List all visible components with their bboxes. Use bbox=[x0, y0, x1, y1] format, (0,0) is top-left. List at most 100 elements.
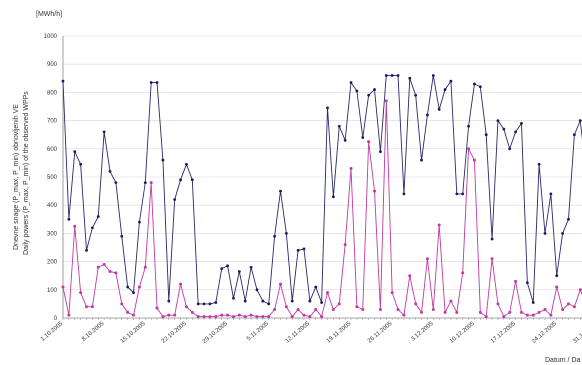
data-point-min bbox=[490, 257, 494, 261]
x-tick-label: 1.10.2005 bbox=[40, 321, 65, 343]
data-point-min bbox=[167, 313, 171, 317]
data-point-min bbox=[420, 310, 424, 314]
data-point-max bbox=[108, 169, 112, 173]
data-point-max bbox=[179, 178, 182, 182]
y-tick-label: 0 bbox=[54, 316, 58, 322]
data-point-max bbox=[302, 247, 306, 251]
data-point-min bbox=[114, 271, 118, 275]
data-point-min bbox=[96, 265, 100, 269]
data-point-max bbox=[273, 234, 276, 238]
data-point-min bbox=[514, 279, 518, 283]
data-point-max bbox=[261, 299, 265, 303]
data-point-max bbox=[167, 299, 171, 303]
data-point-min bbox=[508, 310, 512, 314]
data-point-max bbox=[314, 285, 318, 289]
x-tick-label: 10.12.2005 bbox=[449, 321, 476, 345]
data-point-max bbox=[384, 74, 388, 77]
data-point-max bbox=[355, 89, 359, 93]
x-tick-label: 8.10.2005 bbox=[81, 321, 106, 343]
data-point-min bbox=[355, 305, 359, 309]
data-point-max bbox=[443, 88, 447, 91]
data-point-max bbox=[508, 147, 512, 151]
data-point-max bbox=[79, 162, 83, 166]
data-point-max bbox=[114, 181, 118, 185]
data-point-max bbox=[525, 281, 529, 285]
data-point-max bbox=[243, 299, 247, 303]
data-point-min bbox=[102, 262, 106, 266]
data-point-max bbox=[531, 301, 535, 304]
data-point-min bbox=[314, 308, 318, 312]
y-tick-label: 200 bbox=[47, 260, 58, 266]
data-point-max bbox=[161, 158, 165, 162]
data-point-min bbox=[273, 308, 277, 312]
data-point-max bbox=[496, 119, 500, 122]
data-point-max bbox=[237, 270, 241, 273]
data-point-min bbox=[149, 181, 153, 185]
data-point-max bbox=[337, 124, 341, 128]
data-point-min bbox=[220, 313, 224, 317]
data-point-min bbox=[472, 158, 476, 162]
data-point-min bbox=[290, 315, 294, 319]
data-point-min bbox=[73, 224, 77, 228]
x-tick-label: 22.10.2005 bbox=[161, 321, 188, 345]
data-point-max bbox=[255, 288, 259, 292]
data-point-max bbox=[90, 226, 94, 230]
data-point-max bbox=[296, 248, 300, 252]
data-point-max bbox=[484, 133, 488, 137]
y-axis-label: Dnevne snage (P_max, P_min) obnovljenih … bbox=[13, 104, 20, 250]
data-point-min bbox=[343, 243, 347, 247]
data-point-min bbox=[208, 315, 212, 319]
gridlines bbox=[63, 35, 582, 291]
data-point-max bbox=[431, 74, 435, 77]
y-tick-label: 900 bbox=[47, 62, 58, 68]
data-point-max bbox=[284, 232, 288, 235]
x-ticks: 1.10.2005 8.10.2005 15.10.2005 22.10.2005 29… bbox=[40, 318, 582, 345]
data-point-max bbox=[449, 79, 453, 83]
y-tick-label: 700 bbox=[47, 119, 58, 125]
x-tick-label: 15.10.2005 bbox=[120, 321, 147, 345]
data-point-max bbox=[185, 162, 188, 166]
data-point-min bbox=[231, 315, 235, 319]
data-point-min bbox=[555, 285, 559, 289]
data-point-min bbox=[284, 305, 288, 309]
data-point-min bbox=[173, 313, 177, 317]
y-tick-label: 400 bbox=[47, 203, 58, 209]
data-point-max bbox=[120, 234, 124, 238]
data-point-max bbox=[132, 291, 135, 295]
data-point-max bbox=[426, 113, 429, 117]
data-point-min bbox=[79, 291, 83, 295]
data-point-max bbox=[437, 107, 441, 111]
data-point-max bbox=[361, 136, 365, 139]
data-point-max bbox=[196, 302, 200, 306]
x-tick-label: 24.12.2005 bbox=[531, 321, 558, 345]
data-point-min bbox=[249, 313, 253, 317]
y-tick-label: 600 bbox=[47, 147, 58, 153]
data-point-min bbox=[90, 305, 94, 309]
data-point-min bbox=[519, 310, 523, 314]
data-point-max bbox=[396, 74, 400, 77]
data-point-max bbox=[473, 82, 476, 86]
data-point-max bbox=[478, 85, 482, 89]
data-point-max bbox=[220, 267, 224, 271]
data-point-min bbox=[179, 282, 183, 286]
data-point-min bbox=[196, 315, 200, 319]
data-point-min bbox=[326, 291, 329, 295]
data-point-max bbox=[349, 81, 353, 84]
data-point-max bbox=[61, 79, 65, 83]
data-point-max bbox=[202, 302, 206, 306]
x-tick-label: 29.10.2005 bbox=[202, 321, 229, 345]
data-point-min bbox=[496, 302, 500, 306]
data-point-max bbox=[414, 93, 418, 97]
data-point-min bbox=[378, 308, 382, 312]
y-ticks: 0 100 200 300 400 500 600 700 800 900 1000 bbox=[44, 34, 58, 322]
data-point-min bbox=[296, 308, 300, 312]
data-point-min bbox=[537, 310, 541, 314]
data-point-max bbox=[155, 81, 159, 84]
data-point-max bbox=[173, 198, 177, 201]
data-point-max bbox=[143, 181, 147, 185]
data-point-max bbox=[455, 192, 459, 196]
data-point-max bbox=[461, 192, 465, 196]
data-point-min bbox=[226, 313, 230, 317]
data-point-max bbox=[343, 138, 347, 142]
data-point-max bbox=[67, 217, 71, 221]
